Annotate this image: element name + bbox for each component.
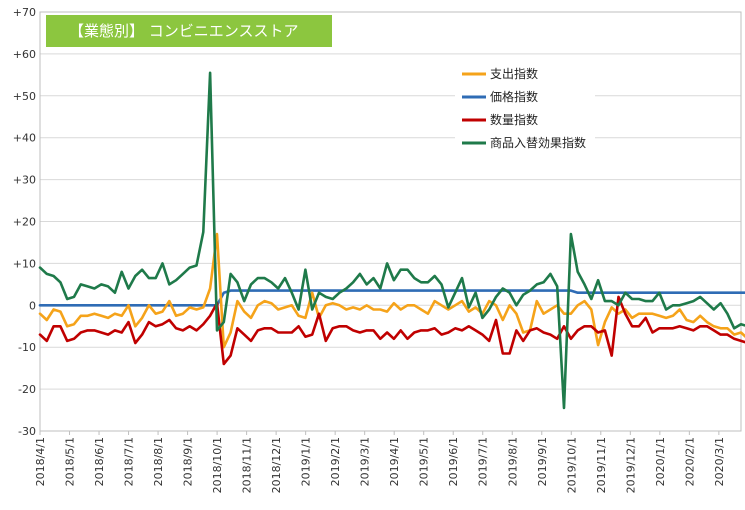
legend-label: 支出指数 (490, 66, 538, 81)
y-tick-label: +50 (13, 90, 36, 103)
chart-title: 【業態別】 コンビニエンスストア (46, 15, 332, 47)
x-tick-label: 2018/9/1 (182, 437, 195, 486)
x-tick-label: 2019/7/1 (477, 437, 490, 486)
series-line-3 (38, 295, 745, 366)
series-line-4 (38, 71, 745, 410)
x-tick-label: 2018/6/1 (93, 437, 106, 486)
legend-label: 商品入替効果指数 (490, 135, 586, 150)
x-tick-label: 2018/12/1 (270, 437, 283, 493)
chart-title-background (46, 15, 332, 47)
series-line-2 (38, 289, 745, 307)
x-tick-label: 2019/1/1 (300, 437, 313, 486)
series-line-1 (38, 232, 745, 349)
y-tick-label: +60 (13, 48, 36, 61)
x-tick-label: 2019/12/1 (624, 437, 637, 493)
x-tick-label: 2018/7/1 (123, 437, 136, 486)
series-layer (38, 71, 745, 410)
y-tick-label: 0 (29, 299, 36, 312)
chart-title-text: 【業態別】 コンビニエンスストア (69, 22, 298, 40)
x-tick-label: 2019/4/1 (388, 437, 401, 486)
y-tick-label: +30 (13, 174, 36, 187)
plot-area (39, 11, 742, 432)
x-tick-label: 2019/8/1 (506, 437, 519, 486)
y-tick-label: +10 (13, 257, 36, 270)
y-tick-label: +40 (13, 132, 36, 145)
legend-label: 数量指数 (490, 112, 538, 127)
plot-border (39, 11, 742, 432)
x-tick-label: 2020/2/1 (683, 437, 696, 486)
y-tick-label: -10 (18, 341, 36, 354)
x-tick-label: 2019/10/1 (565, 437, 578, 493)
x-tick-label: 2020/1/1 (654, 437, 667, 486)
x-tick-label: 2019/6/1 (447, 437, 460, 486)
x-tick-label: 2019/9/1 (536, 437, 549, 486)
x-tick-label: 2018/5/1 (64, 437, 77, 486)
x-tick-label: 2018/4/1 (34, 437, 47, 486)
x-tick-label: 2018/11/1 (241, 437, 254, 493)
x-tick-label: 2018/10/1 (211, 437, 224, 493)
y-tick-label: +70 (13, 6, 36, 19)
y-axis: +70 +60 +50 +40 +30 +20 +10 0 -10 -20 -30 (13, 6, 36, 438)
x-tick-label: 2019/3/1 (359, 437, 372, 486)
y-tick-label: -20 (18, 383, 36, 396)
y-tick-label: -30 (18, 425, 36, 438)
x-axis: 2018/4/1 2018/5/1 2018/6/1 2018/7/1 2018/8/1… (34, 431, 726, 493)
x-tick-label: 2020/3/1 (713, 437, 726, 486)
x-tick-label: 2018/8/1 (152, 437, 165, 486)
legend-label: 価格指数 (490, 89, 538, 104)
y-tick-label: +20 (13, 216, 36, 229)
x-tick-label: 2019/5/1 (418, 437, 431, 486)
x-tick-label: 2019/11/1 (595, 437, 608, 493)
x-tick-label: 2019/2/1 (329, 437, 342, 486)
